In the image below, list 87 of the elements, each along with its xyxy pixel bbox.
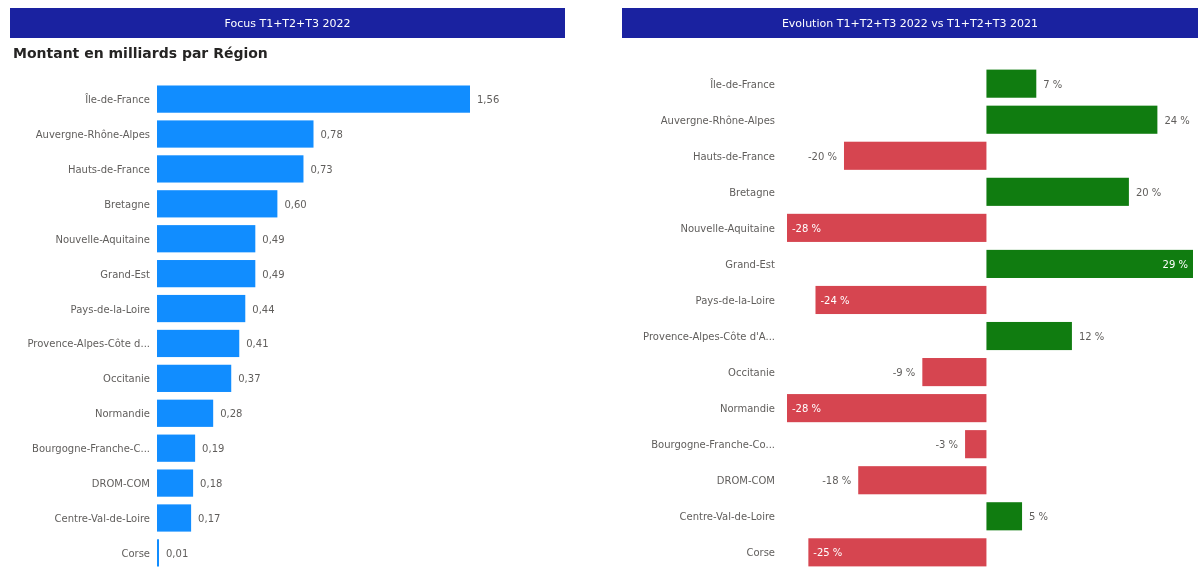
data-label: 0,41 xyxy=(246,338,269,350)
data-label: 0,01 xyxy=(166,547,189,559)
bar xyxy=(815,285,987,315)
data-label: 0,37 xyxy=(238,373,261,385)
y-tick-label: Nouvelle-Aquitaine xyxy=(680,222,775,234)
data-label: 12 % xyxy=(1078,331,1105,343)
y-tick-label: DROM-COM xyxy=(91,478,150,490)
y-tick-label: Centre-Val-de-Loire xyxy=(679,511,775,523)
data-label: 0,73 xyxy=(310,163,333,175)
y-tick-label: Bretagne xyxy=(729,186,775,198)
data-label: 0,78 xyxy=(320,129,343,141)
bar xyxy=(986,105,1158,134)
y-tick-label: DROM-COM xyxy=(716,475,775,487)
y-tick-label: Grand-Est xyxy=(100,268,151,280)
data-label: -18 % xyxy=(822,475,852,487)
bar xyxy=(787,213,987,242)
y-tick-label: Hauts-de-France xyxy=(692,150,775,162)
bar xyxy=(858,466,987,495)
y-tick-label: Hauts-de-France xyxy=(67,163,150,175)
y-tick-label: Corse xyxy=(746,547,775,559)
data-label: -24 % xyxy=(820,294,850,306)
chart-subtitle: Montant en milliards par Région xyxy=(13,45,268,61)
bar xyxy=(986,321,1072,351)
data-label: 0,60 xyxy=(284,198,307,210)
y-tick-label: Occitanie xyxy=(728,367,775,379)
data-label: 24 % xyxy=(1164,114,1190,126)
bar xyxy=(157,469,194,497)
y-tick-label: Provence-Alpes-Côte d'A... xyxy=(643,331,775,343)
data-label: -9 % xyxy=(892,367,916,379)
bar xyxy=(157,329,240,358)
bar xyxy=(808,538,987,567)
chart-title: Evolution T1+T2+T3 2022 vs T1+T2+T3 2021 xyxy=(781,17,1039,30)
bar xyxy=(157,225,256,253)
data-label: 20 % xyxy=(1135,186,1162,198)
bar xyxy=(157,190,278,218)
bar xyxy=(965,430,987,459)
data-label: 0,49 xyxy=(262,268,285,280)
data-label: 0,49 xyxy=(262,233,285,245)
bar xyxy=(843,141,987,170)
bar xyxy=(157,294,246,323)
bar xyxy=(157,85,470,113)
y-tick-label: Centre-Val-de-Loire xyxy=(54,512,150,524)
bar xyxy=(986,69,1037,98)
chart-title: Focus T1+T2+T3 2022 xyxy=(224,17,351,30)
bar xyxy=(986,249,1193,278)
y-tick-label: Bourgogne-Franche-Co... xyxy=(651,439,775,451)
data-label: -28 % xyxy=(792,403,822,415)
y-tick-label: Grand-Est xyxy=(725,258,776,270)
y-tick-label: Occitanie xyxy=(103,373,150,385)
y-tick-label: Provence-Alpes-Côte d... xyxy=(27,338,150,350)
bar xyxy=(787,394,987,423)
data-label: -20 % xyxy=(807,150,837,162)
bar xyxy=(157,155,304,183)
data-label: -3 % xyxy=(935,439,959,451)
data-label: -28 % xyxy=(792,222,822,234)
y-tick-label: Pays-de-la-Loire xyxy=(70,303,150,315)
y-tick-label: Nouvelle-Aquitaine xyxy=(55,233,150,245)
data-label: 0,44 xyxy=(252,303,275,315)
y-tick-label: Normandie xyxy=(719,403,775,415)
data-label: 0,28 xyxy=(220,408,243,420)
data-label: -25 % xyxy=(813,547,843,559)
bar xyxy=(157,434,196,462)
y-tick-label: Pays-de-la-Loire xyxy=(695,294,775,306)
bar xyxy=(157,120,314,148)
bar xyxy=(986,177,1129,206)
data-label: 0,19 xyxy=(202,443,225,455)
bar xyxy=(986,502,1023,531)
bar xyxy=(922,358,987,387)
data-label: 5 % xyxy=(1029,511,1049,523)
bar xyxy=(157,504,192,532)
y-tick-label: Bretagne xyxy=(104,198,150,210)
y-tick-label: Île-de-France xyxy=(709,77,775,90)
bar xyxy=(157,260,256,288)
y-tick-label: Normandie xyxy=(94,408,150,420)
bar xyxy=(157,399,214,427)
y-tick-label: Auvergne-Rhône-Alpes xyxy=(660,114,775,126)
y-tick-label: Corse xyxy=(121,547,150,559)
y-tick-label: Auvergne-Rhône-Alpes xyxy=(35,129,150,141)
data-label: 0,17 xyxy=(198,512,221,524)
data-label: 29 % xyxy=(1162,258,1188,270)
bar xyxy=(157,364,232,392)
data-label: 0,18 xyxy=(200,478,223,490)
bar xyxy=(157,539,160,567)
data-label: 7 % xyxy=(1043,78,1063,90)
data-label: 1,56 xyxy=(477,94,500,106)
y-tick-label: Bourgogne-Franche-C... xyxy=(32,443,150,455)
y-tick-label: Île-de-France xyxy=(84,93,150,106)
